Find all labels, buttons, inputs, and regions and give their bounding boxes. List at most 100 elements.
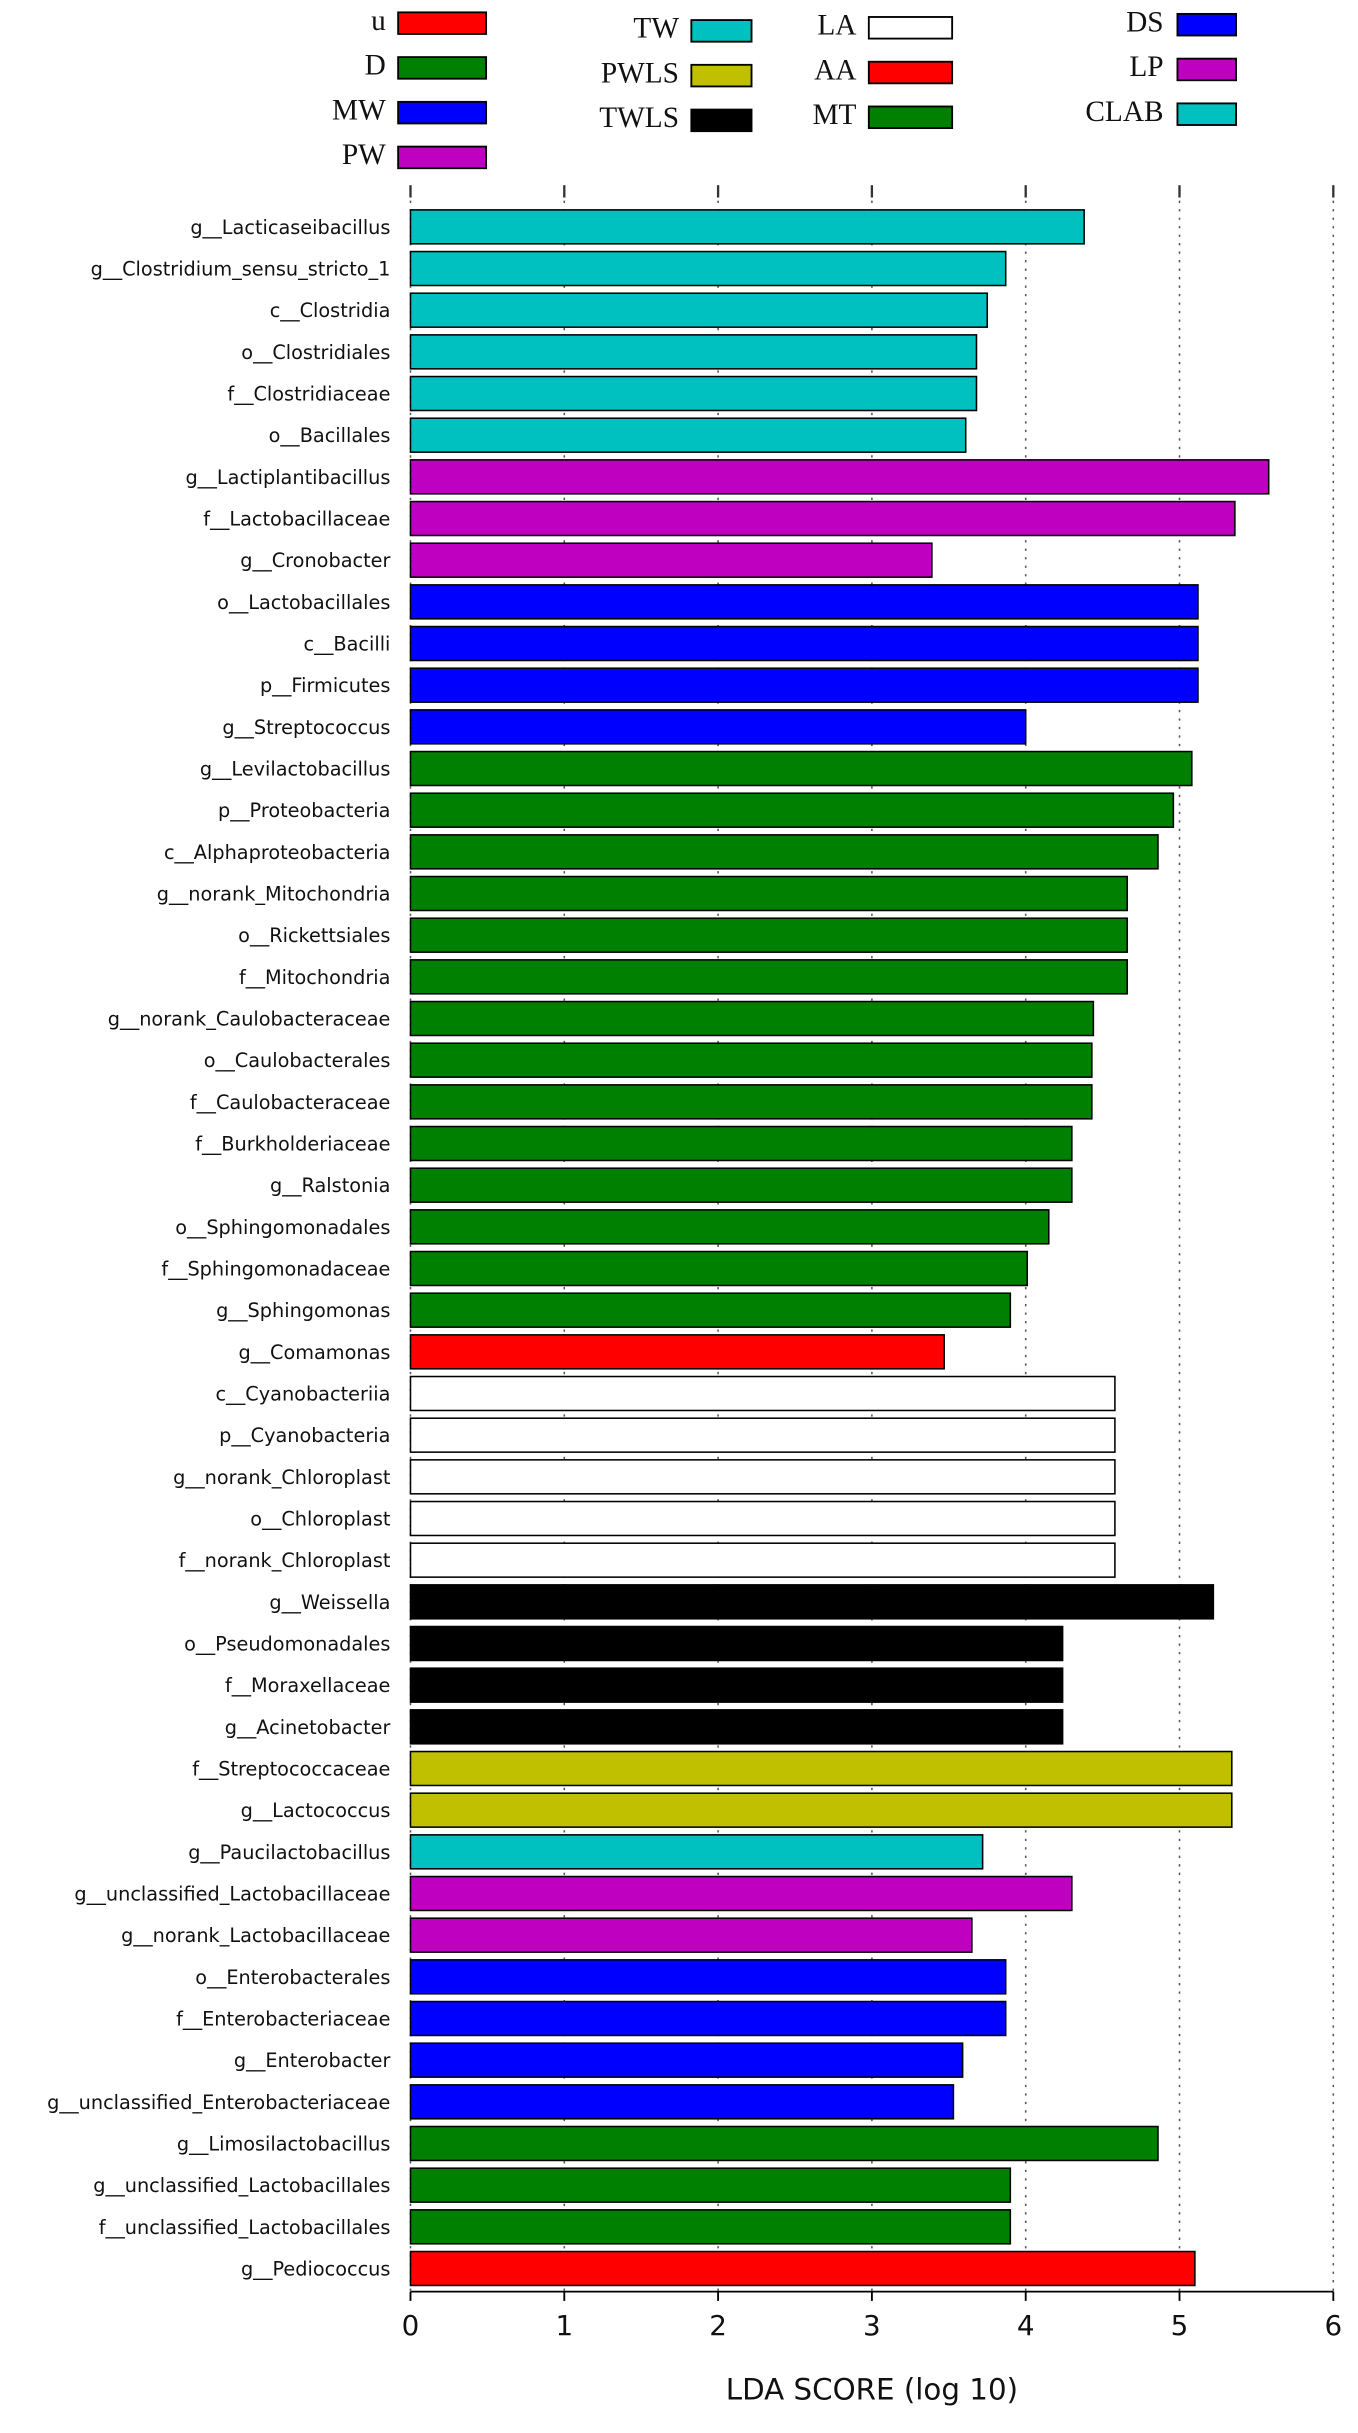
bar bbox=[409, 1334, 945, 1370]
bar bbox=[409, 959, 1128, 995]
bar bbox=[409, 1792, 1233, 1828]
y-tick-label: f__Burkholderiaceae bbox=[195, 1133, 390, 1156]
legend-swatch bbox=[1176, 57, 1238, 82]
bar bbox=[409, 1000, 1095, 1037]
bar bbox=[409, 1375, 1116, 1412]
bar bbox=[409, 1500, 1116, 1537]
bar bbox=[409, 1167, 1073, 1203]
bar bbox=[409, 1125, 1073, 1162]
y-tick-label: o__Sphingomonadales bbox=[175, 1216, 390, 1239]
y-tick-label: g__Lactococcus bbox=[241, 1799, 391, 1822]
legend-swatch bbox=[1176, 12, 1238, 37]
legend-swatch bbox=[690, 19, 753, 43]
bar bbox=[409, 1417, 1116, 1453]
y-tick-label: o__Rickettsiales bbox=[238, 924, 390, 947]
legend-label: DS bbox=[1126, 6, 1163, 38]
y-tick-label: g__Lacticaseibacillus bbox=[190, 216, 390, 239]
bar bbox=[409, 209, 1085, 245]
y-tick-label: g__Lactiplantibacillus bbox=[185, 466, 390, 489]
y-tick-label: f__Clostridiaceae bbox=[227, 383, 390, 406]
x-tick-label: 4 bbox=[1017, 2309, 1035, 2342]
y-tick-label: o__Enterobacterales bbox=[195, 1966, 390, 1989]
y-tick-label: g__Weissella bbox=[269, 1591, 390, 1614]
y-tick-label: g__norank_Mitochondria bbox=[157, 883, 391, 906]
y-tick-label: g__Enterobacter bbox=[234, 2049, 391, 2072]
y-tick-label: g__Sphingomonas bbox=[216, 1299, 390, 1322]
bar bbox=[409, 417, 967, 453]
legend-label: CLAB bbox=[1085, 96, 1163, 128]
legend-swatch bbox=[690, 63, 753, 88]
y-tick-label: g__Comamonas bbox=[239, 1341, 391, 1364]
y-tick-label: f__Caulobacteraceae bbox=[190, 1091, 391, 1114]
bar bbox=[409, 1667, 1064, 1703]
bar bbox=[409, 1084, 1093, 1120]
legend-label: MW bbox=[332, 94, 386, 126]
y-tick-label: c__Alphaproteobacteria bbox=[164, 841, 390, 864]
y-tick-label: g__Limosilactobacillus bbox=[177, 2133, 391, 2156]
bar bbox=[409, 1917, 973, 1953]
legend-label: PWLS bbox=[601, 57, 679, 89]
x-tick-label: 5 bbox=[1171, 2309, 1189, 2342]
y-tick-label: f__Lactobacillaceae bbox=[203, 508, 390, 531]
bar bbox=[409, 1292, 1012, 1328]
y-tick-label: p__Firmicutes bbox=[260, 674, 390, 697]
x-tick-label: 3 bbox=[863, 2309, 881, 2342]
bar bbox=[409, 1875, 1073, 1912]
y-tick-label: g__Levilactobacillus bbox=[200, 758, 391, 781]
bar bbox=[409, 1250, 1029, 1287]
bar bbox=[409, 1625, 1064, 1662]
y-tick-label: c__Cyanobacteriia bbox=[215, 1383, 390, 1406]
bar bbox=[409, 834, 1159, 870]
y-tick-label: c__Clostridia bbox=[270, 299, 391, 322]
y-tick-label: g__Pediococcus bbox=[241, 2258, 390, 2281]
y-tick-label: o__Clostridiales bbox=[241, 341, 390, 364]
bar bbox=[409, 2084, 955, 2120]
bar bbox=[409, 2167, 1012, 2203]
bar bbox=[409, 667, 1199, 703]
x-tick-label: 6 bbox=[1324, 2309, 1342, 2342]
bar bbox=[409, 1459, 1116, 1495]
y-tick-label: g__Streptococcus bbox=[222, 716, 390, 739]
x-axis-title: LDA SCORE (log 10) bbox=[726, 2373, 1018, 2407]
legend-label: LP bbox=[1129, 51, 1163, 83]
legend-label: LA bbox=[817, 10, 856, 42]
legend-swatch bbox=[1176, 102, 1238, 126]
y-tick-label: g__unclassified_Lactobacillaceae bbox=[74, 1883, 390, 1906]
y-tick-label: g__Cronobacter bbox=[240, 549, 390, 572]
x-tick-label: 0 bbox=[402, 2309, 420, 2342]
bar bbox=[409, 334, 978, 370]
bar bbox=[409, 625, 1199, 662]
y-tick-label: f__Streptococcaceae bbox=[192, 1758, 390, 1781]
y-tick-label: f__Moraxellaceae bbox=[225, 1674, 390, 1697]
bar bbox=[409, 1042, 1093, 1078]
legend-label: AA bbox=[814, 54, 856, 86]
y-tick-label: p__Cyanobacteria bbox=[219, 1424, 390, 1447]
y-tick-label: o__Pseudomonadales bbox=[184, 1633, 390, 1656]
y-tick-label: o__Caulobacterales bbox=[204, 1049, 391, 1072]
y-tick-label: g__unclassified_Enterobacteriaceae bbox=[47, 2091, 390, 2114]
bar bbox=[409, 375, 978, 412]
bar bbox=[409, 584, 1199, 620]
y-tick-label: c__Bacilli bbox=[304, 633, 391, 656]
legend-label: PW bbox=[342, 139, 386, 171]
bar bbox=[409, 1584, 1215, 1620]
bar bbox=[409, 1834, 984, 1870]
bar bbox=[409, 2250, 1196, 2287]
y-tick-label: f__norank_Chloroplast bbox=[179, 1549, 391, 1572]
y-tick-label: f__Enterobacteriaceae bbox=[176, 2008, 390, 2031]
legend-swatch bbox=[867, 105, 954, 130]
legend-label: D bbox=[365, 50, 386, 82]
legend-label: MT bbox=[812, 99, 856, 131]
bar bbox=[409, 2125, 1159, 2162]
bar bbox=[409, 2042, 964, 2078]
bar bbox=[409, 1209, 1050, 1245]
bar bbox=[409, 875, 1128, 912]
y-tick-label: o__Bacillales bbox=[269, 424, 391, 447]
y-tick-label: g__Acinetobacter bbox=[225, 1716, 391, 1739]
y-tick-label: g__Ralstonia bbox=[270, 1174, 390, 1197]
bar bbox=[409, 2000, 1007, 2037]
y-tick-label: f__unclassified_Lactobacillales bbox=[99, 2216, 391, 2239]
legend-swatch bbox=[397, 56, 488, 80]
